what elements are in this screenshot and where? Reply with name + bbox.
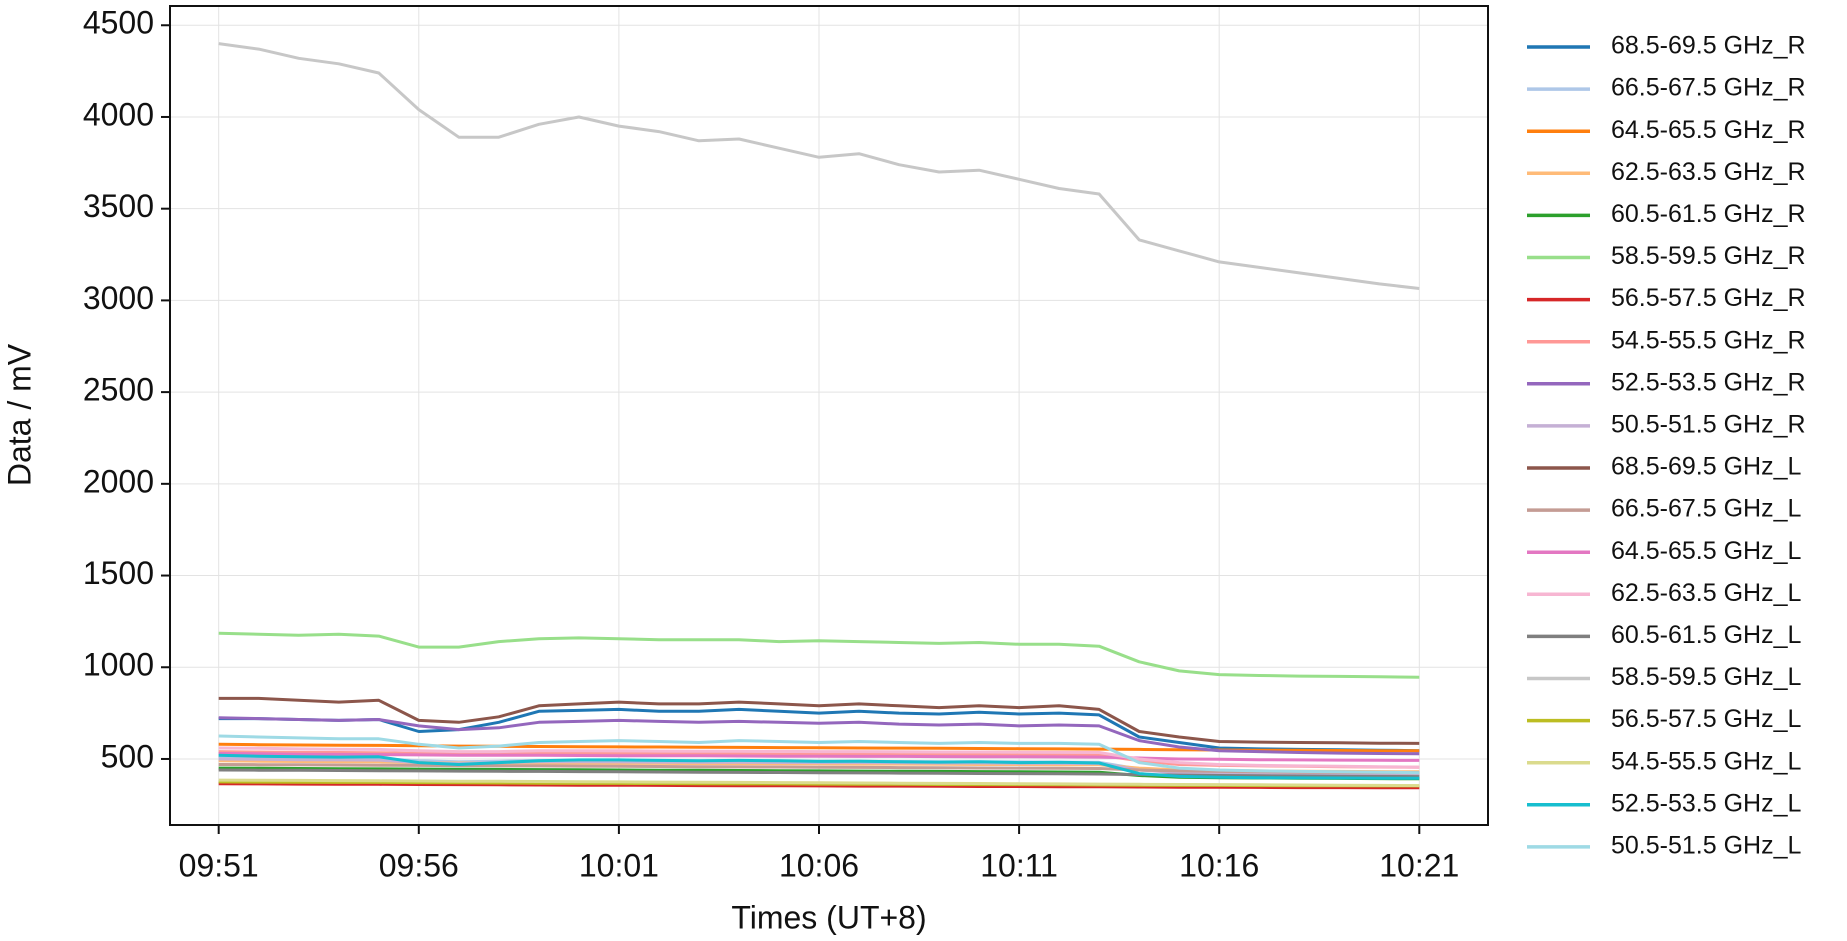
- legend-label: 56.5-57.5 GHz_R: [1611, 284, 1806, 312]
- y-tick-label: 500: [101, 738, 154, 774]
- legend-label: 66.5-67.5 GHz_L: [1611, 495, 1801, 523]
- y-tick-label: 2000: [83, 463, 154, 499]
- plot-frame: [169, 5, 1489, 826]
- data-line: [218, 778, 1420, 788]
- legend-label: 60.5-61.5 GHz_R: [1611, 200, 1806, 228]
- x-tick-label: 10:21: [1379, 847, 1459, 883]
- legend-label: 64.5-65.5 GHz_L: [1611, 537, 1801, 565]
- data-line: [218, 42, 1420, 290]
- legend-label: 52.5-53.5 GHz_L: [1611, 789, 1801, 817]
- grid: [170, 6, 1488, 825]
- data-line: [218, 753, 1420, 780]
- x-tick-label: 09:51: [179, 847, 259, 883]
- legend-label: 62.5-63.5 GHz_R: [1611, 158, 1806, 186]
- legend-label: 68.5-69.5 GHz_L: [1611, 453, 1801, 481]
- legend-label: 58.5-59.5 GHz_L: [1611, 663, 1801, 691]
- y-tick-label: 4500: [83, 5, 154, 41]
- legend-label: 68.5-69.5 GHz_R: [1611, 32, 1806, 60]
- data-line: [218, 746, 1420, 769]
- y-tick-label: 1500: [83, 555, 154, 591]
- legend-label: 50.5-51.5 GHz_L: [1611, 832, 1801, 860]
- x-tick-label: 10:16: [1179, 847, 1259, 883]
- data-line: [218, 734, 1420, 775]
- legend: 68.5-69.5 GHz_R 66.5-67.5 GHz_R 64.5-65.5 …: [1527, 32, 1806, 860]
- data-line: [218, 696, 1420, 745]
- x-tick-label: 10:06: [779, 847, 859, 883]
- y-tick-label: 3500: [83, 188, 154, 224]
- data-line: [218, 631, 1420, 679]
- legend-label: 50.5-51.5 GHz_R: [1611, 411, 1806, 439]
- x-tick-label: 10:11: [980, 847, 1058, 883]
- legend-label: 58.5-59.5 GHz_R: [1611, 242, 1806, 270]
- y-tick-label: 1000: [83, 647, 154, 683]
- x-axis-label: Times (UT+8): [731, 899, 926, 935]
- data-line: [218, 716, 1420, 756]
- y-tick-label: 3000: [83, 280, 154, 316]
- legend-label: 56.5-57.5 GHz_L: [1611, 705, 1801, 733]
- legend-label: 64.5-65.5 GHz_R: [1611, 116, 1806, 144]
- legend-label: 66.5-67.5 GHz_R: [1611, 74, 1806, 102]
- x-tick-label: 09:56: [379, 847, 459, 883]
- legend-label: 60.5-61.5 GHz_L: [1611, 621, 1801, 649]
- data-line: [218, 707, 1420, 753]
- legend-label: 62.5-63.5 GHz_L: [1611, 579, 1801, 607]
- data-line: [218, 752, 1420, 762]
- legend-label: 54.5-55.5 GHz_L: [1611, 747, 1801, 775]
- data-line: [218, 768, 1420, 779]
- legend-label: 54.5-55.5 GHz_R: [1611, 326, 1806, 354]
- y-tick-label: 4000: [83, 96, 154, 132]
- y-axis-label: Data / mV: [1, 343, 37, 486]
- y-tick-label: 2500: [83, 372, 154, 408]
- legend-label: 52.5-53.5 GHz_R: [1611, 368, 1806, 396]
- data-line: [218, 782, 1420, 790]
- x-tick-label: 10:01: [579, 847, 659, 883]
